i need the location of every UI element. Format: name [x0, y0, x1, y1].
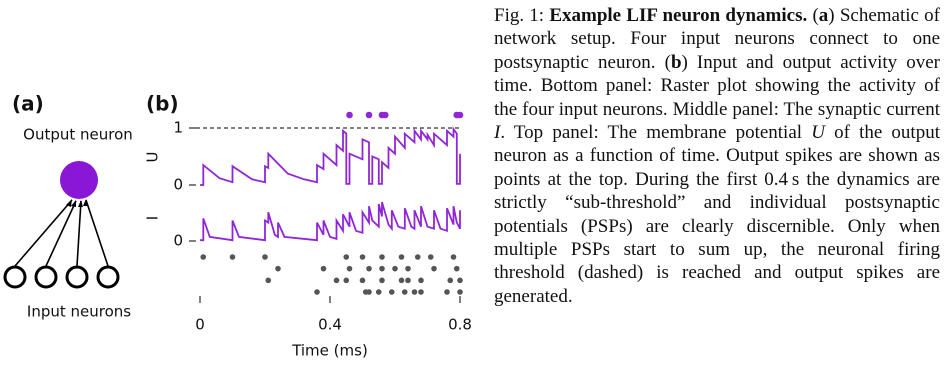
input-spike [405, 265, 411, 272]
caption-text: of the output neuron as a function of ti… [494, 122, 940, 307]
input-spike [346, 265, 353, 272]
caption-text: a [818, 5, 829, 26]
input-label: Input neurons [27, 303, 131, 321]
input-spike [427, 254, 434, 260]
y-axis-label: U [144, 152, 162, 163]
input-spike [366, 265, 372, 272]
connections [14, 199, 109, 267]
input-spike [229, 254, 236, 260]
input-spike [200, 254, 207, 260]
output-label: Output neuron [23, 126, 133, 144]
trace [200, 126, 461, 186]
input-spike [405, 277, 411, 284]
output-spike [346, 111, 353, 119]
output-spike [365, 111, 373, 119]
input-spike [450, 254, 457, 260]
input-spike [379, 265, 385, 272]
input-spike [457, 289, 463, 295]
caption-body: (a) Schematic of network setup. Four inp… [494, 5, 940, 307]
input-spike [457, 277, 463, 284]
input-spike [333, 277, 340, 284]
x-tick-label: 0.4 [318, 316, 342, 334]
caption-text: ( [812, 5, 819, 26]
input-spike [366, 289, 372, 295]
input-spike [447, 277, 454, 284]
input-spike [418, 289, 424, 295]
input-spike [398, 277, 405, 284]
x-axis-label: Time (ms) [291, 342, 368, 360]
y-axis-label: I [144, 216, 162, 220]
input-spike [359, 277, 366, 284]
input-spike [379, 254, 385, 260]
output-spike [381, 111, 389, 119]
arrowheads [66, 199, 88, 207]
input-spike [431, 265, 437, 272]
caption-label: Fig. 1: [494, 5, 545, 26]
input-spike [265, 277, 272, 284]
input-spike [275, 265, 281, 272]
input-neurons [3, 265, 120, 289]
input-spike [343, 254, 350, 260]
input-spike [388, 289, 395, 295]
input-spike [418, 277, 424, 284]
caption-text: ) Schematic of network setup. Four input… [494, 5, 941, 73]
figure: (a) Output neuron Input neurons (b) U 0 1 I… [3, 92, 472, 360]
input-spike [398, 254, 405, 260]
panel-label: (a) [12, 92, 44, 116]
input-spike [392, 265, 398, 272]
caption-text: b [670, 51, 682, 73]
caption: Fig. 1: Example LIF neuron dynamics. (a)… [494, 4, 940, 308]
y-tick-label: 0 [173, 176, 183, 194]
input-spike [343, 277, 350, 284]
caption-title: Example LIF neuron dynamics. [549, 5, 808, 26]
panel-label: (b) [146, 92, 179, 116]
caption-text: ) Input and output activity over time. B… [494, 51, 940, 120]
caption-text: U [811, 122, 825, 144]
input-spike [411, 289, 418, 295]
input-spike [262, 254, 268, 260]
y-tick-label: 0 [173, 232, 183, 250]
trace [200, 201, 461, 242]
y-tick-label: 1 [173, 119, 183, 137]
input-spike [453, 265, 460, 272]
x-tick-label: 0 [195, 316, 205, 334]
x-tick-label: 0.8 [448, 316, 472, 334]
input-spike [359, 254, 366, 260]
input-spike [379, 277, 385, 284]
input-spike [314, 289, 320, 295]
caption-text: I [494, 122, 501, 144]
input-spike [320, 265, 327, 272]
input-spike [375, 289, 382, 295]
output-spike [456, 111, 464, 119]
output-neuron [60, 161, 98, 199]
input-spike [401, 289, 408, 295]
input-spike [444, 289, 450, 295]
caption-text: . Top panel: The membrane potential [500, 122, 812, 144]
input-spike [414, 254, 421, 260]
